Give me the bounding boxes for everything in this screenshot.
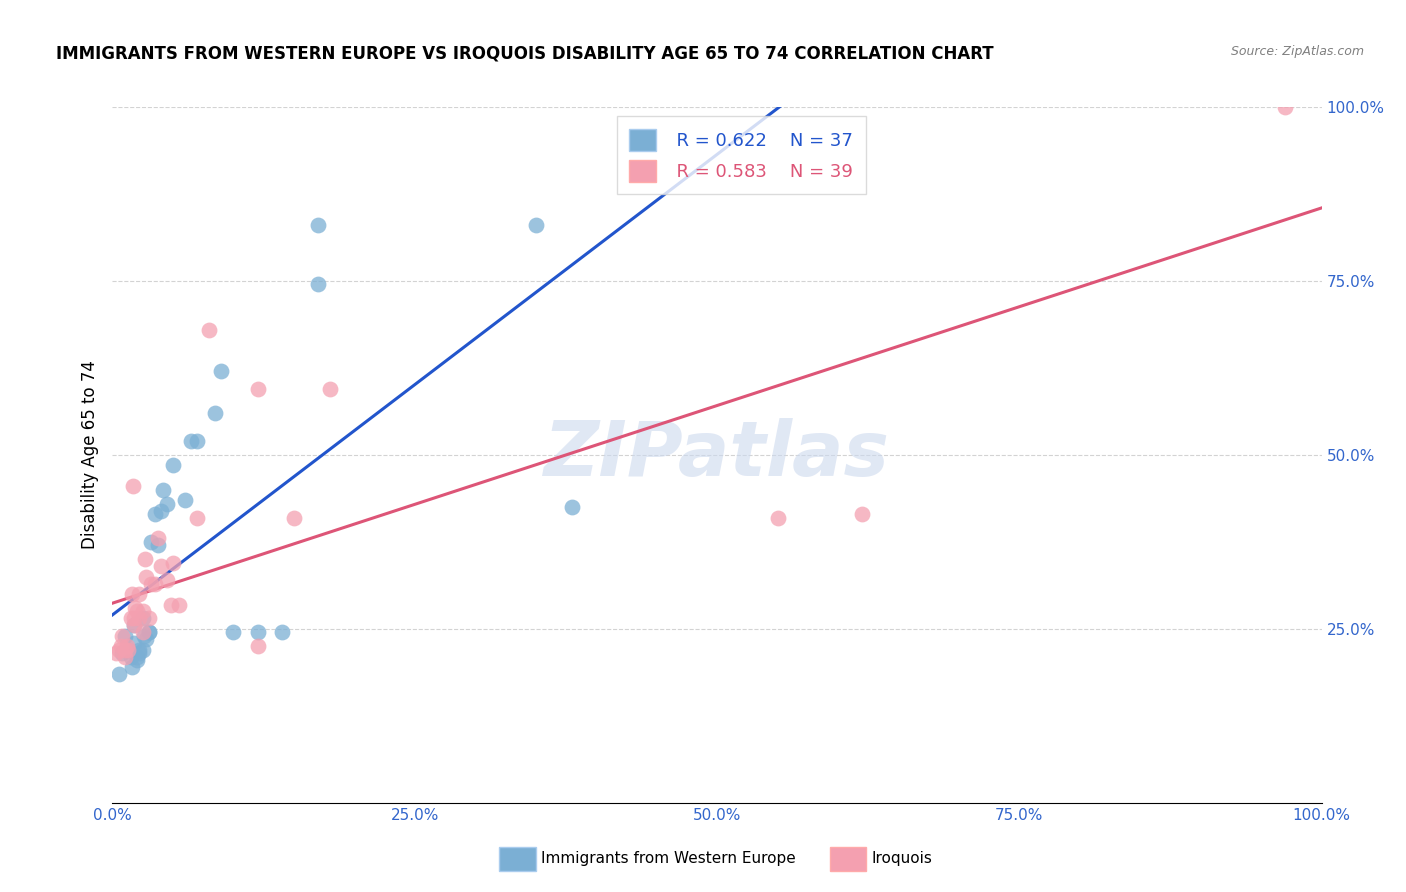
Point [114,629,136,643]
Point [122,611,145,625]
Point [138,611,160,625]
Point [125,653,148,667]
Text: IMMIGRANTS FROM WESTERN EUROPE VS IROQUOIS DISABILITY AGE 65 TO 74 CORRELATION C: IMMIGRANTS FROM WESTERN EUROPE VS IROQUO… [56,45,994,62]
Point [561,500,583,514]
Point [128,587,150,601]
Point [186,510,208,524]
Text: ZIPatlas: ZIPatlas [544,418,890,491]
Point [319,382,342,396]
Point [198,323,221,337]
Point [174,493,197,508]
Point [117,642,139,657]
Point [307,277,329,292]
Point [149,559,172,574]
Point [132,629,155,643]
Point [152,483,174,497]
Point [138,625,160,640]
Point [186,434,208,448]
Point [107,667,129,681]
Point [1274,100,1296,114]
Point [121,660,143,674]
Point [135,632,157,647]
Point [120,649,142,664]
Point [122,618,145,632]
Point [246,639,269,653]
Point [125,605,148,619]
Legend:   R = 0.622    N = 37,   R = 0.583    N = 39: R = 0.622 N = 37, R = 0.583 N = 39 [617,116,866,194]
Point [134,552,156,566]
Point [149,503,172,517]
Point [138,625,160,640]
Point [156,573,179,587]
Point [307,219,329,233]
Point [246,382,269,396]
Text: Source: ZipAtlas.com: Source: ZipAtlas.com [1230,45,1364,58]
Point [132,605,155,619]
Point [115,639,138,653]
Point [222,625,245,640]
Y-axis label: Disability Age 65 to 74: Disability Age 65 to 74 [80,360,98,549]
Point [110,639,132,653]
Point [162,556,184,570]
Point [270,625,292,640]
Point [128,642,150,657]
Point [141,535,163,549]
Point [114,649,136,664]
Point [128,611,150,625]
Point [122,479,145,493]
Point [851,507,873,521]
Point [107,642,129,657]
Point [209,364,232,378]
Point [141,576,163,591]
Point [111,646,134,660]
Point [148,532,170,546]
Text: Iroquois: Iroquois [872,852,932,866]
Point [122,636,145,650]
Point [143,576,166,591]
Point [121,587,143,601]
Point [132,642,155,657]
Point [125,649,148,664]
Point [524,219,547,233]
Point [180,434,202,448]
Point [124,601,146,615]
Point [159,598,181,612]
Point [128,646,150,660]
Point [246,625,269,640]
Point [148,538,170,552]
Point [105,646,128,660]
Point [111,629,134,643]
Point [167,598,190,612]
Point [122,618,145,632]
Point [132,625,155,640]
Point [135,570,157,584]
Point [120,611,142,625]
Point [117,642,139,657]
Point [132,611,155,625]
Point [204,406,226,420]
Point [156,497,179,511]
Point [162,458,184,473]
Point [143,507,166,521]
Point [114,642,136,657]
Point [766,510,789,524]
Text: Immigrants from Western Europe: Immigrants from Western Europe [541,852,796,866]
Point [283,510,305,524]
